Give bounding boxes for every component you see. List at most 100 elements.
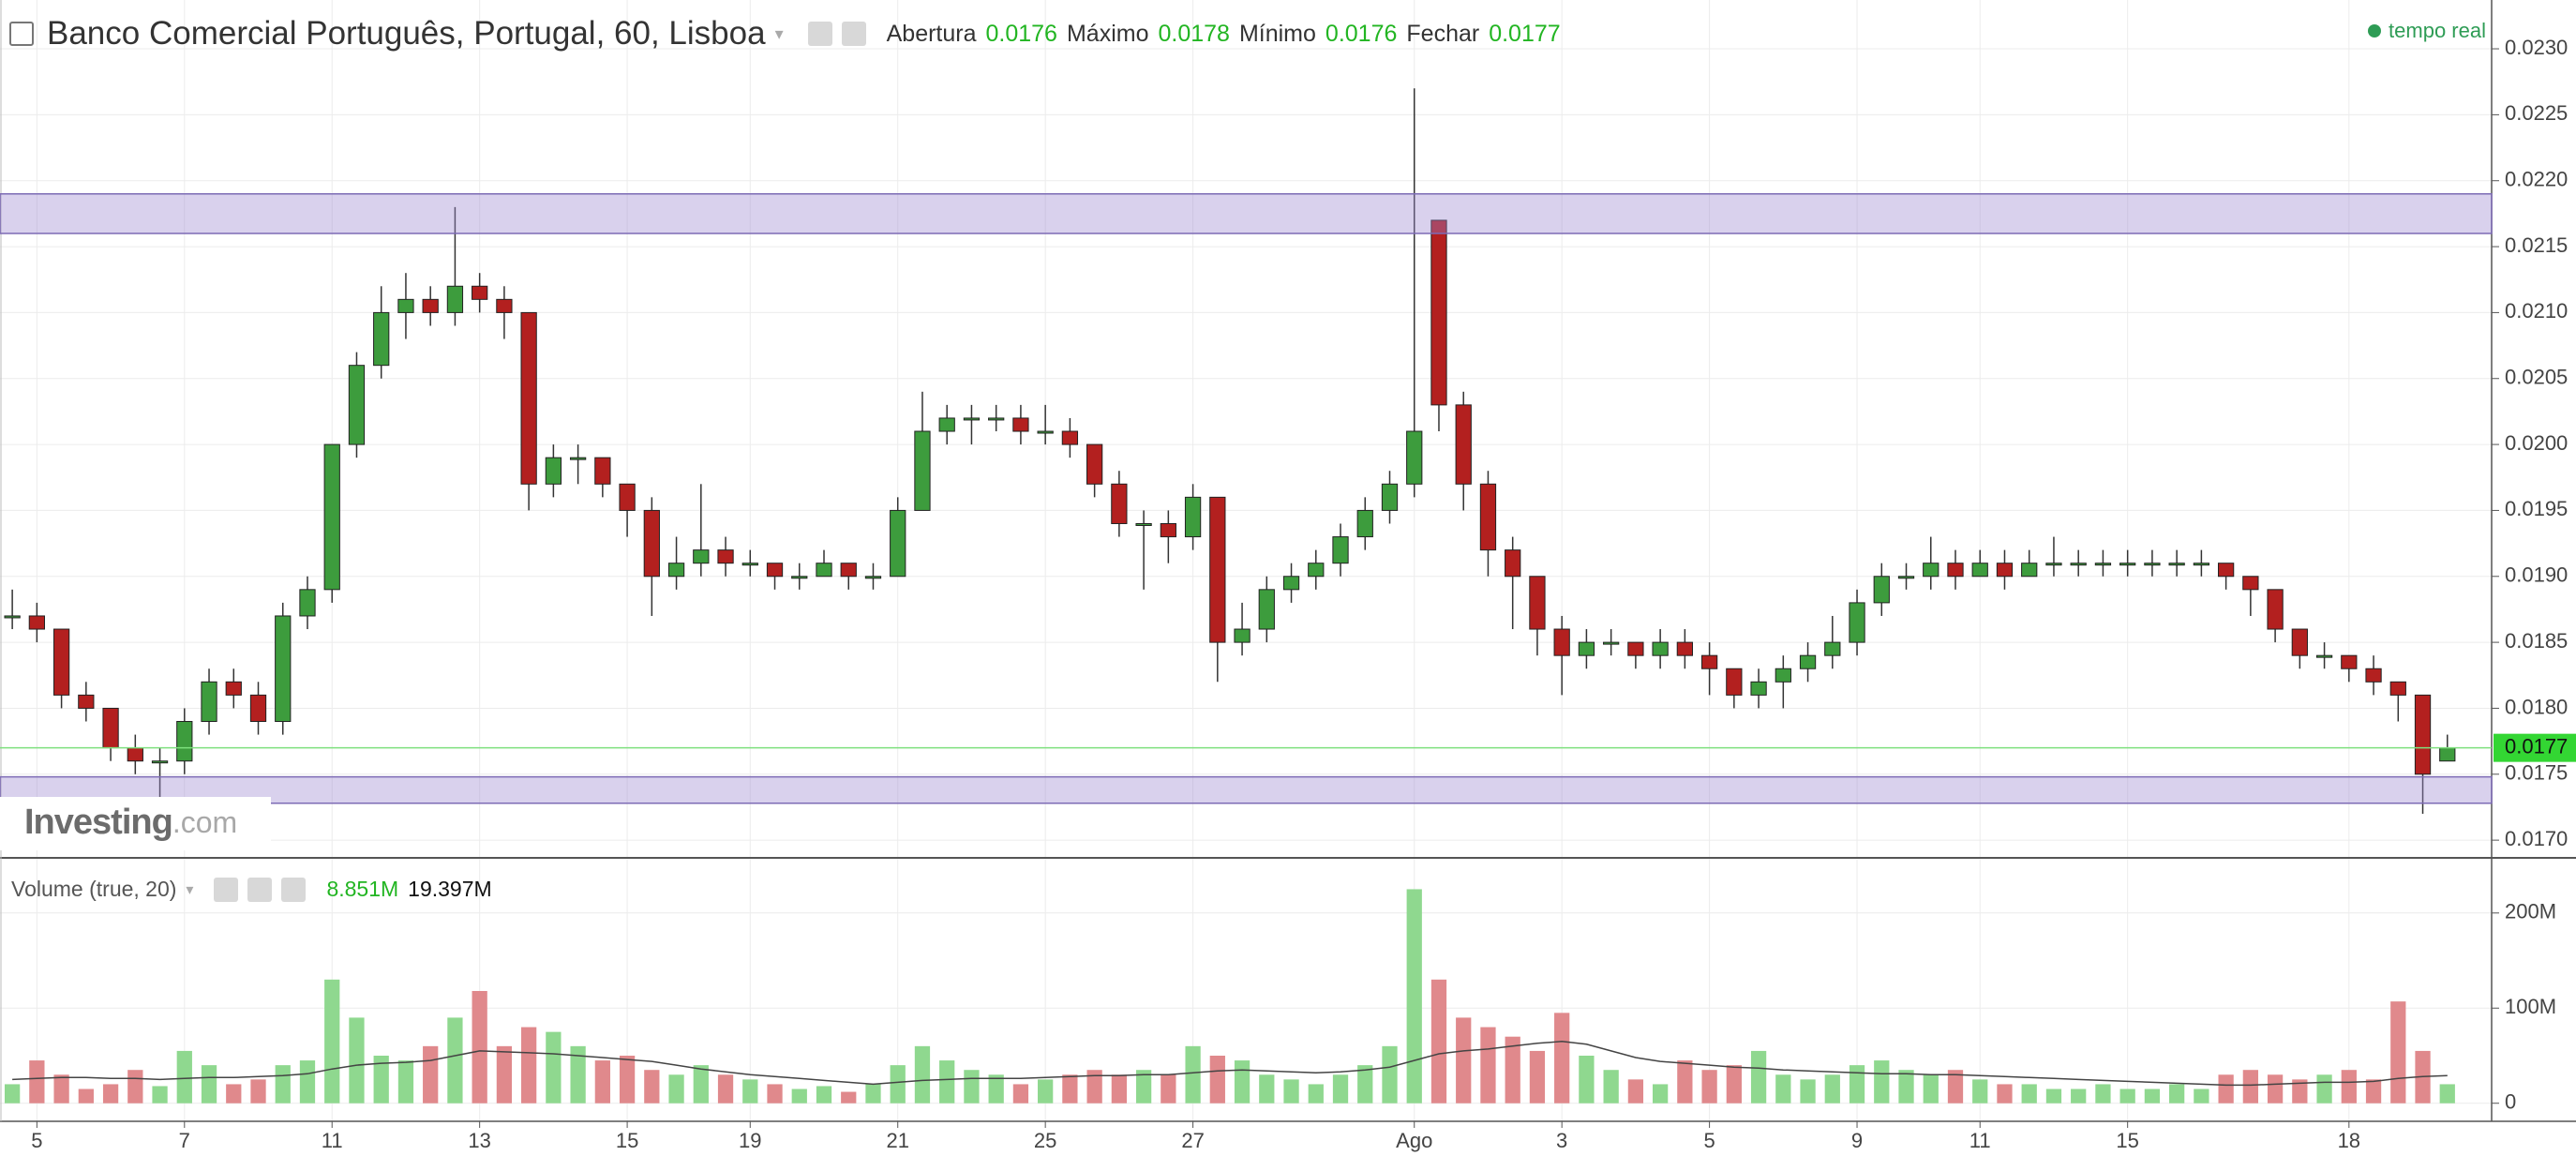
y-tick-label: 0.0230 [2505,36,2568,59]
title-caret[interactable]: ▾ [774,23,784,43]
status-dot [2368,24,2382,38]
candle-body [1676,641,1693,656]
volume-bar [644,1070,660,1103]
candle-body [914,430,931,511]
volume-bar [1849,1065,1865,1103]
volume-bar [2267,1074,2284,1103]
candle-body [2389,681,2406,696]
volume-bar [349,1017,365,1103]
y-tick-label: 0.0215 [2505,233,2568,257]
candle-body [2439,747,2456,762]
candle-body [594,457,611,485]
y-tick-label: 0.0205 [2505,366,2568,389]
candle-body [52,628,70,696]
volume-bar [767,1084,783,1103]
candle-body [1037,430,1054,434]
x-tick-label: Ago [1396,1129,1432,1152]
volume-bar [423,1045,439,1103]
volume-bar [53,1074,69,1103]
candle-body [151,760,169,764]
volume-bar [373,1055,389,1103]
price-zone [0,193,2493,234]
candle-body [741,563,758,566]
candle-body [1479,483,1497,551]
volume-bar [496,1045,513,1103]
volume-bar [127,1070,143,1103]
volume-bar [619,1055,636,1103]
chart-header: Banco Comercial Português, Portugal, 60,… [9,15,1570,53]
volume-bar [816,1086,832,1103]
visibility-icon[interactable] [807,22,832,46]
candle-body [938,417,955,432]
y-tick-label: 0.0170 [2505,827,2568,850]
candle-body [619,483,636,511]
candle-body [2021,563,2038,578]
visibility-icon[interactable] [214,877,239,902]
volume-bar [1505,1036,1520,1103]
remove-icon[interactable] [281,877,307,902]
volume-bar [2316,1074,2332,1103]
volume-bar [1529,1050,1546,1103]
volume-bar [397,1060,414,1103]
y-tick-label: 0.0195 [2505,497,2568,520]
x-tick-label: 15 [616,1129,638,1152]
x-tick-label: 15 [2116,1129,2138,1152]
candle-body [2119,563,2136,566]
candle-body [1700,654,1718,669]
x-tick-label: 3 [1556,1129,1567,1152]
settings-icon[interactable] [247,877,273,902]
candle-body [496,298,513,313]
status: tempo real [2368,19,2486,43]
volume-bar [1357,1065,1373,1103]
candle-body [1209,496,1226,643]
volume-bar [1972,1079,1988,1103]
last-price-tag [2494,733,2576,762]
volume-bar [521,1027,537,1103]
x-tick-label: 9 [1851,1129,1863,1152]
candle-body [1184,496,1202,538]
y-tick-label: 0.0185 [2505,629,2568,653]
y-tick-label: 200M [2505,900,2556,923]
candle-body [791,576,808,579]
candle-body [2267,589,2284,630]
volume-caret[interactable]: ▾ [186,881,194,898]
volume-bar [1701,1070,1717,1103]
candle-body [2341,654,2358,669]
volume-bar [29,1060,45,1103]
candle-body [545,457,562,485]
volume-ma-line [12,1041,2448,1087]
collapse-button[interactable] [9,22,34,46]
candle-body [988,417,1005,421]
candle-body [1947,563,1964,578]
volume-bar [226,1084,242,1103]
volume-bar [1086,1070,1102,1103]
candle-body [2193,563,2210,566]
volume-bar [2045,1088,2062,1103]
watermark: Investing .com [0,797,272,850]
volume-bar [1332,1074,1349,1103]
volume-bar [570,1045,586,1103]
candle-body [1282,576,1300,591]
candle-body [1750,681,1767,696]
x-tick-label: 21 [886,1129,908,1152]
x-tick-label: 7 [179,1129,190,1152]
volume-bar [1775,1074,1791,1103]
candle-body [176,721,193,762]
candle-body [520,311,537,485]
candle-body [1799,654,1817,669]
volume-bar [2341,1070,2357,1103]
x-tick-label: 19 [739,1129,761,1152]
volume-bar [152,1086,168,1103]
candle-body [78,694,95,709]
volume-header: Volume (true, 20) ▾ 8.851M 19.397M [11,877,502,902]
settings-icon[interactable] [841,22,866,46]
candle-body [1430,219,1447,406]
volume-bar [2095,1084,2111,1103]
volume-bar [2390,1001,2406,1103]
candle-body [2242,576,2259,591]
volume-bar [865,1084,881,1103]
candle-body [1726,668,1743,696]
volume-bar [2021,1084,2037,1103]
price-zone [0,775,2493,804]
